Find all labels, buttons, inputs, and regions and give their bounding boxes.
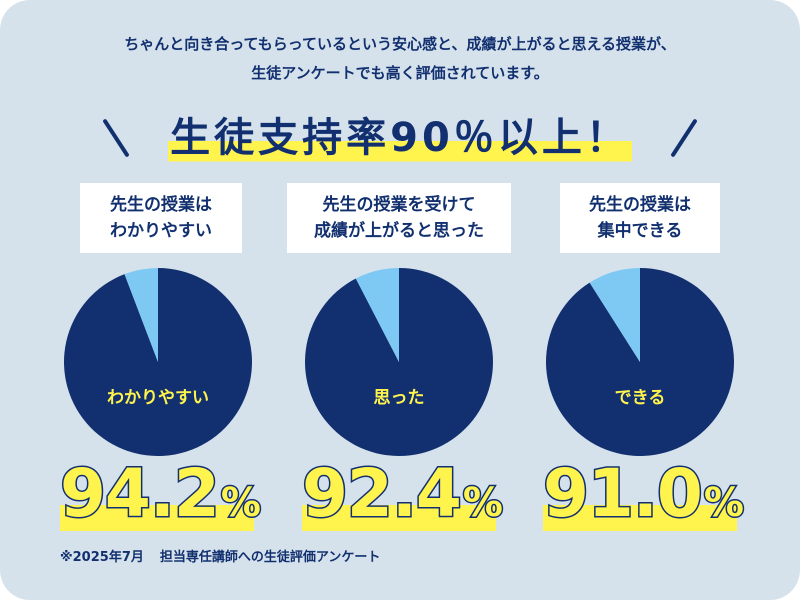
chart-3-percent: 91.0% <box>542 454 746 535</box>
chart-2-slice-other <box>355 268 399 362</box>
chart-2-title-box: 先生の授業を受けて 成績が上がると思った <box>287 183 511 253</box>
chart-3-percent-unit: % <box>702 479 745 528</box>
chart-3-percent-highlight <box>543 505 737 531</box>
chart-1-center-label: わかりやすい <box>107 388 209 408</box>
footnote-date: ※2025年7月 <box>60 550 144 565</box>
chart-1-title: 先生の授業は わかりやすい <box>110 195 212 241</box>
headline-title: 生徒支持率90％以上！ <box>168 110 632 166</box>
intro-line-2: 生徒アンケートでも高く評価されています。 <box>251 64 549 82</box>
chart-1-percent-value: 94.2 <box>59 454 222 534</box>
chart-2-center-label: 思った <box>374 388 425 408</box>
chart-2-percent-value: 92.4 <box>301 454 464 534</box>
chart-2-percent: 92.4% <box>301 454 505 535</box>
chart-1-slice-main <box>63 268 252 456</box>
chart-1-title-box: 先生の授業は わかりやすい <box>80 183 242 253</box>
chart-1-percent-highlight <box>60 505 254 531</box>
chart-3-pie: できる <box>546 268 734 456</box>
intro-text: ちゃんと向き合ってもらっているという安心感と、成績が上がると思える授業が、 生徒… <box>0 30 800 88</box>
chart-1-slice-other <box>124 268 158 362</box>
footnote: ※2025年7月 担当専任講師への生徒評価アンケート <box>60 546 380 565</box>
chart-3-title-box: 先生の授業は 集中できる <box>560 183 720 253</box>
chart-2-pie: 思った <box>305 268 493 456</box>
chart-1-pie: わかりやすい <box>63 268 252 456</box>
chart-2-title: 先生の授業を受けて 成績が上がると思った <box>314 195 484 241</box>
right-slash-decoration <box>670 118 698 158</box>
chart-3-title: 先生の授業は 集中できる <box>589 195 691 241</box>
left-slash-decoration <box>102 118 130 158</box>
chart-3-percent-value: 91.0 <box>542 454 705 534</box>
intro-line-1: ちゃんと向き合ってもらっているという安心感と、成績が上がると思える授業が、 <box>124 35 676 53</box>
chart-3-center-label: できる <box>615 388 666 408</box>
chart-3-slice-other <box>589 268 640 362</box>
chart-1-percent: 94.2% <box>59 454 263 535</box>
footnote-survey: 担当専任講師への生徒評価アンケート <box>159 550 381 565</box>
chart-2-percent-highlight <box>302 505 496 531</box>
headline: 生徒支持率90％以上！ <box>0 110 800 166</box>
chart-2-percent-unit: % <box>461 479 504 528</box>
chart-1-percent-unit: % <box>219 479 262 528</box>
